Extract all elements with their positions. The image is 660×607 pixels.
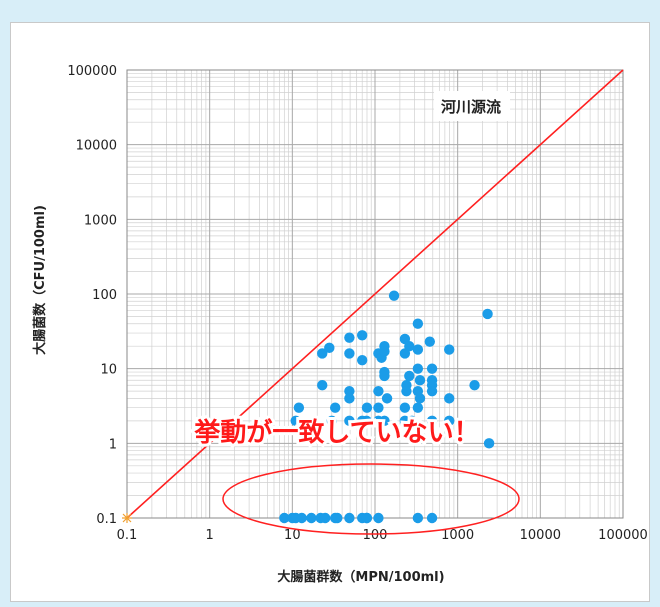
data-point — [290, 415, 301, 427]
chart-frame: 0.1 1 10 100 1000 10000 100000 0.1 1 10 100 1000 100… — [10, 22, 650, 602]
data-point — [381, 393, 393, 404]
data-point — [426, 512, 438, 524]
data-point — [373, 385, 384, 397]
data-point — [379, 346, 390, 357]
x-tick-label: 1 — [206, 528, 214, 543]
x-tick-label: 10000 — [520, 528, 561, 543]
data-point — [344, 415, 355, 427]
data-point — [344, 393, 355, 404]
data-point — [406, 415, 418, 427]
data-point — [412, 402, 424, 413]
data-point — [279, 512, 290, 524]
data-point — [412, 318, 424, 329]
data-point — [324, 342, 335, 354]
data-point — [414, 375, 426, 386]
data-point — [404, 370, 415, 382]
data-point — [373, 402, 384, 413]
data-point — [361, 512, 373, 524]
data-point — [426, 363, 438, 374]
panel-label: 河川源流 — [441, 98, 501, 116]
data-point — [332, 512, 343, 524]
tick-labels: 0.1 1 10 100 1000 10000 100000 0.1 1 10 100 1000 100… — [67, 64, 647, 543]
x-tick-label: 10 — [284, 528, 301, 543]
data-point — [306, 512, 317, 524]
y-tick-label: 1 — [109, 437, 117, 452]
data-point — [317, 380, 328, 391]
data-point — [414, 393, 426, 404]
panel-label-box — [434, 91, 510, 121]
data-point — [401, 385, 412, 397]
origin-marker — [122, 513, 132, 523]
data-point — [329, 402, 341, 413]
data-point — [379, 370, 390, 382]
data-point — [426, 415, 438, 427]
x-axis-label: 大腸菌群数（MPN/100ml) — [277, 569, 444, 585]
data-point — [444, 344, 455, 355]
x-tick-label: 100 — [363, 528, 388, 543]
data-point — [388, 290, 400, 301]
y-tick-label: 100 — [92, 288, 117, 303]
data-point — [326, 415, 337, 427]
data-point — [361, 415, 372, 427]
annotation-text: 挙動が一致していない！ — [193, 417, 479, 448]
data-point — [469, 380, 480, 391]
highlight-ellipse — [222, 463, 520, 535]
x-tick-label: 100000 — [598, 528, 648, 543]
data-point — [373, 512, 384, 524]
data-point — [444, 415, 455, 427]
y-tick-label: 100000 — [67, 64, 117, 79]
y-tick-label: 10000 — [76, 139, 117, 154]
data-point — [412, 512, 424, 524]
data-point — [483, 438, 495, 449]
scatter-chart: 0.1 1 10 100 1000 10000 100000 0.1 1 10 100 1000 100… — [32, 64, 648, 585]
data-point — [379, 415, 390, 427]
data-point — [344, 348, 355, 359]
data-point — [293, 402, 305, 413]
data-point — [444, 393, 455, 404]
data-point — [344, 512, 355, 524]
data-point — [412, 363, 424, 374]
y-tick-label: 1000 — [84, 213, 117, 228]
data-point — [361, 402, 373, 413]
data-point — [424, 336, 435, 347]
data-point — [344, 332, 355, 343]
data-point — [356, 330, 368, 341]
data-point — [412, 344, 424, 355]
reference-line — [126, 69, 624, 519]
data-point — [356, 354, 368, 366]
data-point — [404, 340, 415, 352]
data-point — [317, 348, 328, 359]
data-point — [344, 385, 355, 397]
data-point — [320, 512, 331, 524]
y-tick-label: 0.1 — [96, 512, 117, 527]
data-point — [296, 512, 307, 524]
reference-line-layer — [122, 69, 624, 523]
x-tick-label: 0.1 — [117, 528, 138, 543]
data-points — [279, 290, 495, 524]
data-point — [482, 308, 493, 320]
y-axis-label: 大腸菌数（CFU/100ml) — [32, 205, 48, 355]
data-point — [399, 402, 411, 413]
data-point — [426, 385, 438, 397]
y-tick-label: 10 — [100, 363, 117, 378]
x-tick-label: 1000 — [441, 528, 474, 543]
